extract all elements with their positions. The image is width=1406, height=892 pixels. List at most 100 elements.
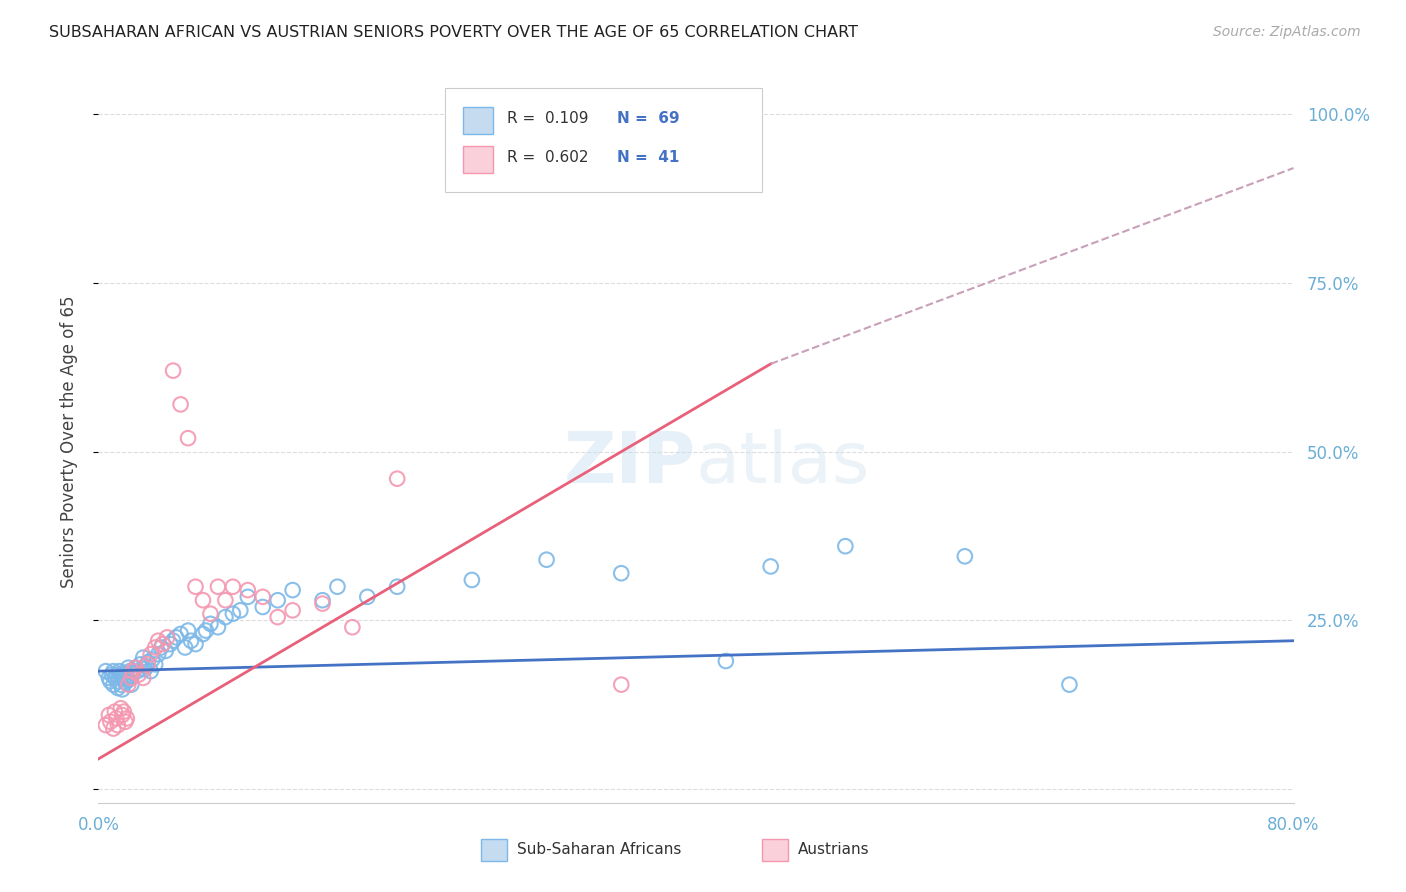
Point — [94, 664, 117, 678]
Text: ZIP: ZIP — [564, 429, 696, 498]
Point — [610, 566, 633, 581]
Point — [195, 624, 218, 638]
Point — [281, 583, 304, 598]
Point — [117, 678, 139, 692]
Point — [177, 431, 200, 445]
Point — [385, 580, 409, 594]
Point — [834, 539, 856, 553]
Point — [759, 559, 782, 574]
Point — [98, 714, 122, 729]
Point — [115, 671, 138, 685]
Point — [94, 718, 117, 732]
Point — [107, 674, 129, 689]
FancyBboxPatch shape — [463, 145, 494, 173]
Point — [128, 667, 150, 681]
Point — [105, 667, 128, 681]
Point — [191, 627, 214, 641]
Text: atlas: atlas — [696, 429, 870, 498]
Point — [97, 708, 120, 723]
Point — [135, 659, 157, 673]
Point — [342, 620, 364, 634]
Point — [111, 708, 134, 723]
Point — [267, 593, 290, 607]
Point — [200, 607, 222, 621]
Point — [112, 666, 135, 681]
Point — [125, 661, 148, 675]
Point — [114, 714, 136, 729]
Point — [129, 657, 152, 672]
Point — [326, 580, 349, 594]
FancyBboxPatch shape — [481, 838, 508, 861]
Point — [98, 674, 122, 689]
Point — [177, 624, 200, 638]
Text: Austrians: Austrians — [797, 842, 869, 857]
Point — [114, 669, 136, 683]
Point — [107, 718, 129, 732]
Point — [110, 678, 132, 692]
Point — [104, 671, 127, 685]
Point — [118, 664, 141, 678]
FancyBboxPatch shape — [463, 107, 494, 135]
Point — [104, 705, 127, 719]
Point — [162, 633, 184, 648]
Point — [127, 664, 149, 678]
Text: R =  0.109: R = 0.109 — [508, 112, 589, 126]
Point — [136, 657, 159, 672]
Point — [1059, 678, 1081, 692]
Point — [174, 640, 197, 655]
Point — [117, 661, 139, 675]
Text: SUBSAHARAN AFRICAN VS AUSTRIAN SENIORS POVERTY OVER THE AGE OF 65 CORRELATION CH: SUBSAHARAN AFRICAN VS AUSTRIAN SENIORS P… — [49, 25, 858, 40]
Point — [103, 664, 125, 678]
Point — [121, 666, 143, 681]
Text: Source: ZipAtlas.com: Source: ZipAtlas.com — [1213, 25, 1361, 39]
Point — [159, 637, 181, 651]
Point — [184, 637, 207, 651]
Point — [180, 633, 202, 648]
Point — [267, 610, 290, 624]
Point — [229, 603, 252, 617]
Point — [311, 597, 333, 611]
Point — [222, 607, 245, 621]
Point — [536, 552, 558, 566]
Point — [165, 631, 187, 645]
Point — [200, 616, 222, 631]
Point — [112, 705, 135, 719]
Point — [150, 640, 173, 655]
Point — [207, 580, 229, 594]
Text: R =  0.602: R = 0.602 — [508, 150, 589, 165]
Point — [281, 603, 304, 617]
Point — [385, 472, 409, 486]
Point — [139, 664, 162, 678]
Point — [222, 580, 245, 594]
Point — [120, 671, 142, 685]
Point — [252, 590, 274, 604]
Point — [120, 669, 142, 683]
Point — [214, 593, 236, 607]
Point — [148, 647, 170, 661]
FancyBboxPatch shape — [762, 838, 787, 861]
Point — [162, 364, 184, 378]
Point — [461, 573, 484, 587]
Text: Sub-Saharan Africans: Sub-Saharan Africans — [517, 842, 681, 857]
Y-axis label: Seniors Poverty Over the Age of 65: Seniors Poverty Over the Age of 65 — [59, 295, 77, 588]
Text: N =  41: N = 41 — [617, 150, 679, 165]
Point — [155, 644, 177, 658]
FancyBboxPatch shape — [446, 87, 762, 193]
Point — [953, 549, 976, 564]
Point — [139, 647, 162, 661]
Point — [191, 593, 214, 607]
Point — [97, 671, 120, 685]
Point — [105, 711, 128, 725]
Point — [101, 667, 124, 681]
Point — [110, 701, 132, 715]
Point — [121, 664, 143, 678]
Point — [143, 640, 166, 655]
Point — [107, 681, 129, 695]
Point — [117, 673, 139, 687]
Text: N =  69: N = 69 — [617, 112, 679, 126]
Point — [169, 397, 191, 411]
Point — [114, 675, 136, 690]
Point — [152, 637, 174, 651]
Point — [120, 678, 142, 692]
Point — [125, 661, 148, 675]
